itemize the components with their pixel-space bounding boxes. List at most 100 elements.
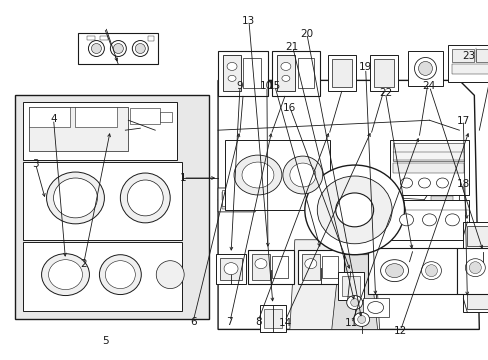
Ellipse shape <box>234 155 281 195</box>
Bar <box>297 58 313 88</box>
Bar <box>456 248 488 293</box>
Ellipse shape <box>280 62 290 71</box>
Text: 24: 24 <box>421 81 434 91</box>
Ellipse shape <box>317 176 391 244</box>
Bar <box>451 64 488 75</box>
Bar <box>29 107 70 127</box>
Ellipse shape <box>385 264 403 278</box>
Ellipse shape <box>425 265 437 276</box>
Bar <box>260 305 285 332</box>
Ellipse shape <box>135 44 145 54</box>
Bar <box>247 250 293 284</box>
Bar <box>369 55 397 91</box>
Ellipse shape <box>227 75 236 81</box>
Ellipse shape <box>46 172 104 224</box>
Bar <box>337 272 363 300</box>
Text: 16: 16 <box>282 103 295 113</box>
Text: 12: 12 <box>393 325 407 336</box>
Ellipse shape <box>127 180 163 216</box>
Bar <box>271 50 319 96</box>
Ellipse shape <box>418 62 431 75</box>
Ellipse shape <box>422 214 436 226</box>
Bar <box>75 107 117 127</box>
Bar <box>276 55 294 91</box>
Text: 5: 5 <box>102 336 109 346</box>
Bar <box>15 95 209 319</box>
Text: 7: 7 <box>226 317 233 327</box>
Ellipse shape <box>418 178 429 188</box>
Ellipse shape <box>465 259 484 276</box>
Text: 4: 4 <box>50 114 57 124</box>
Bar <box>251 254 269 280</box>
Bar <box>327 55 355 91</box>
Bar <box>341 276 359 296</box>
Polygon shape <box>289 240 379 329</box>
Ellipse shape <box>414 58 436 80</box>
Ellipse shape <box>132 41 148 57</box>
Bar <box>389 200 468 240</box>
Text: 2: 2 <box>80 259 87 269</box>
Text: 20: 20 <box>300 29 313 39</box>
Text: 11: 11 <box>345 319 358 328</box>
Ellipse shape <box>113 44 123 54</box>
Text: 18: 18 <box>455 179 468 189</box>
Text: 19: 19 <box>358 62 371 72</box>
Ellipse shape <box>304 165 404 255</box>
Text: 17: 17 <box>455 116 468 126</box>
Bar <box>22 162 182 240</box>
Ellipse shape <box>468 262 480 274</box>
Text: 1: 1 <box>180 173 186 183</box>
Text: 3: 3 <box>32 159 39 169</box>
Ellipse shape <box>88 41 104 57</box>
Bar <box>475 49 488 62</box>
Bar <box>87 36 95 40</box>
Ellipse shape <box>91 44 101 54</box>
Bar <box>271 256 287 278</box>
Bar <box>243 58 261 88</box>
Ellipse shape <box>399 214 413 226</box>
Bar <box>392 143 464 161</box>
Ellipse shape <box>346 296 362 310</box>
Bar <box>78 32 158 64</box>
Ellipse shape <box>120 173 170 223</box>
Ellipse shape <box>41 254 89 296</box>
Bar <box>463 285 488 312</box>
Ellipse shape <box>335 193 373 227</box>
Ellipse shape <box>353 312 369 327</box>
Bar <box>22 102 177 160</box>
Ellipse shape <box>254 259 266 269</box>
Bar <box>297 250 343 284</box>
Ellipse shape <box>281 75 289 81</box>
Bar <box>467 226 488 246</box>
Text: 21: 21 <box>285 42 298 52</box>
Bar <box>321 256 337 278</box>
Text: 8: 8 <box>254 317 261 327</box>
Bar <box>216 254 245 284</box>
Ellipse shape <box>105 261 135 289</box>
Ellipse shape <box>421 262 441 280</box>
Ellipse shape <box>110 41 126 57</box>
Bar <box>220 258 242 280</box>
Polygon shape <box>331 255 377 329</box>
Bar <box>463 222 488 250</box>
Bar <box>447 45 488 82</box>
Bar <box>222 204 244 209</box>
Bar <box>160 112 172 122</box>
Text: 14: 14 <box>278 319 291 328</box>
Bar <box>331 59 351 87</box>
Ellipse shape <box>53 178 97 218</box>
Bar <box>264 309 281 328</box>
Bar <box>467 289 488 309</box>
Bar <box>367 248 456 293</box>
Polygon shape <box>218 80 478 329</box>
Polygon shape <box>421 192 458 216</box>
Ellipse shape <box>350 298 358 306</box>
Text: 23: 23 <box>461 51 474 61</box>
Bar <box>392 163 464 173</box>
Ellipse shape <box>367 302 383 314</box>
Bar <box>22 242 182 311</box>
Text: 9: 9 <box>236 81 243 91</box>
Bar <box>222 190 246 206</box>
Text: 22: 22 <box>379 88 392 98</box>
Bar <box>29 107 128 151</box>
